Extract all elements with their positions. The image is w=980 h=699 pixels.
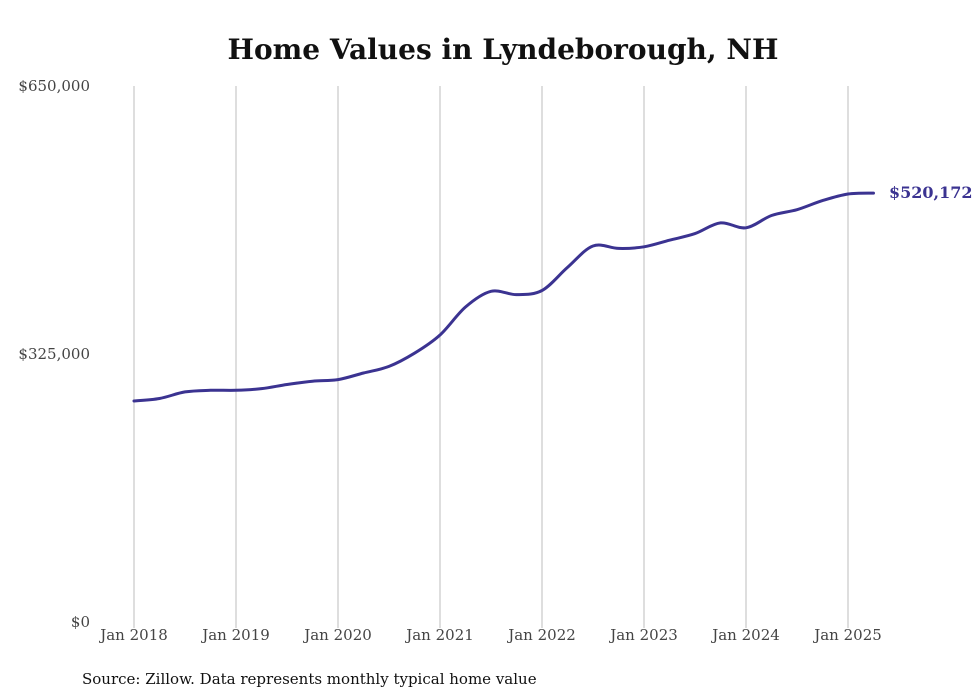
chart-title: Home Values in Lyndeborough, NH xyxy=(228,33,779,66)
source-note: Source: Zillow. Data represents monthly … xyxy=(82,670,537,688)
y-axis-ticks: $0 $325,000 $650,000 xyxy=(18,77,90,631)
series-layer xyxy=(132,191,875,403)
home-value-line xyxy=(132,191,875,403)
x-tick-label: Jan 2018 xyxy=(98,626,168,644)
y-tick-label: $325,000 xyxy=(18,345,90,363)
x-tick-label: Jan 2022 xyxy=(506,626,576,644)
end-value-label: $520,172 xyxy=(889,183,973,202)
gridlines xyxy=(133,86,849,628)
x-tick-label: Jan 2019 xyxy=(200,626,270,644)
x-tick-label: Jan 2020 xyxy=(302,626,372,644)
x-tick-label: Jan 2021 xyxy=(404,626,474,644)
y-tick-label: $650,000 xyxy=(18,77,90,95)
x-tick-label: Jan 2024 xyxy=(710,626,780,644)
x-tick-label: Jan 2023 xyxy=(608,626,678,644)
x-axis-ticks: Jan 2018 Jan 2019 Jan 2020 Jan 2021 Jan 2022… xyxy=(98,626,882,644)
y-tick-label: $0 xyxy=(71,613,90,631)
x-tick-label: Jan 2025 xyxy=(812,626,882,644)
